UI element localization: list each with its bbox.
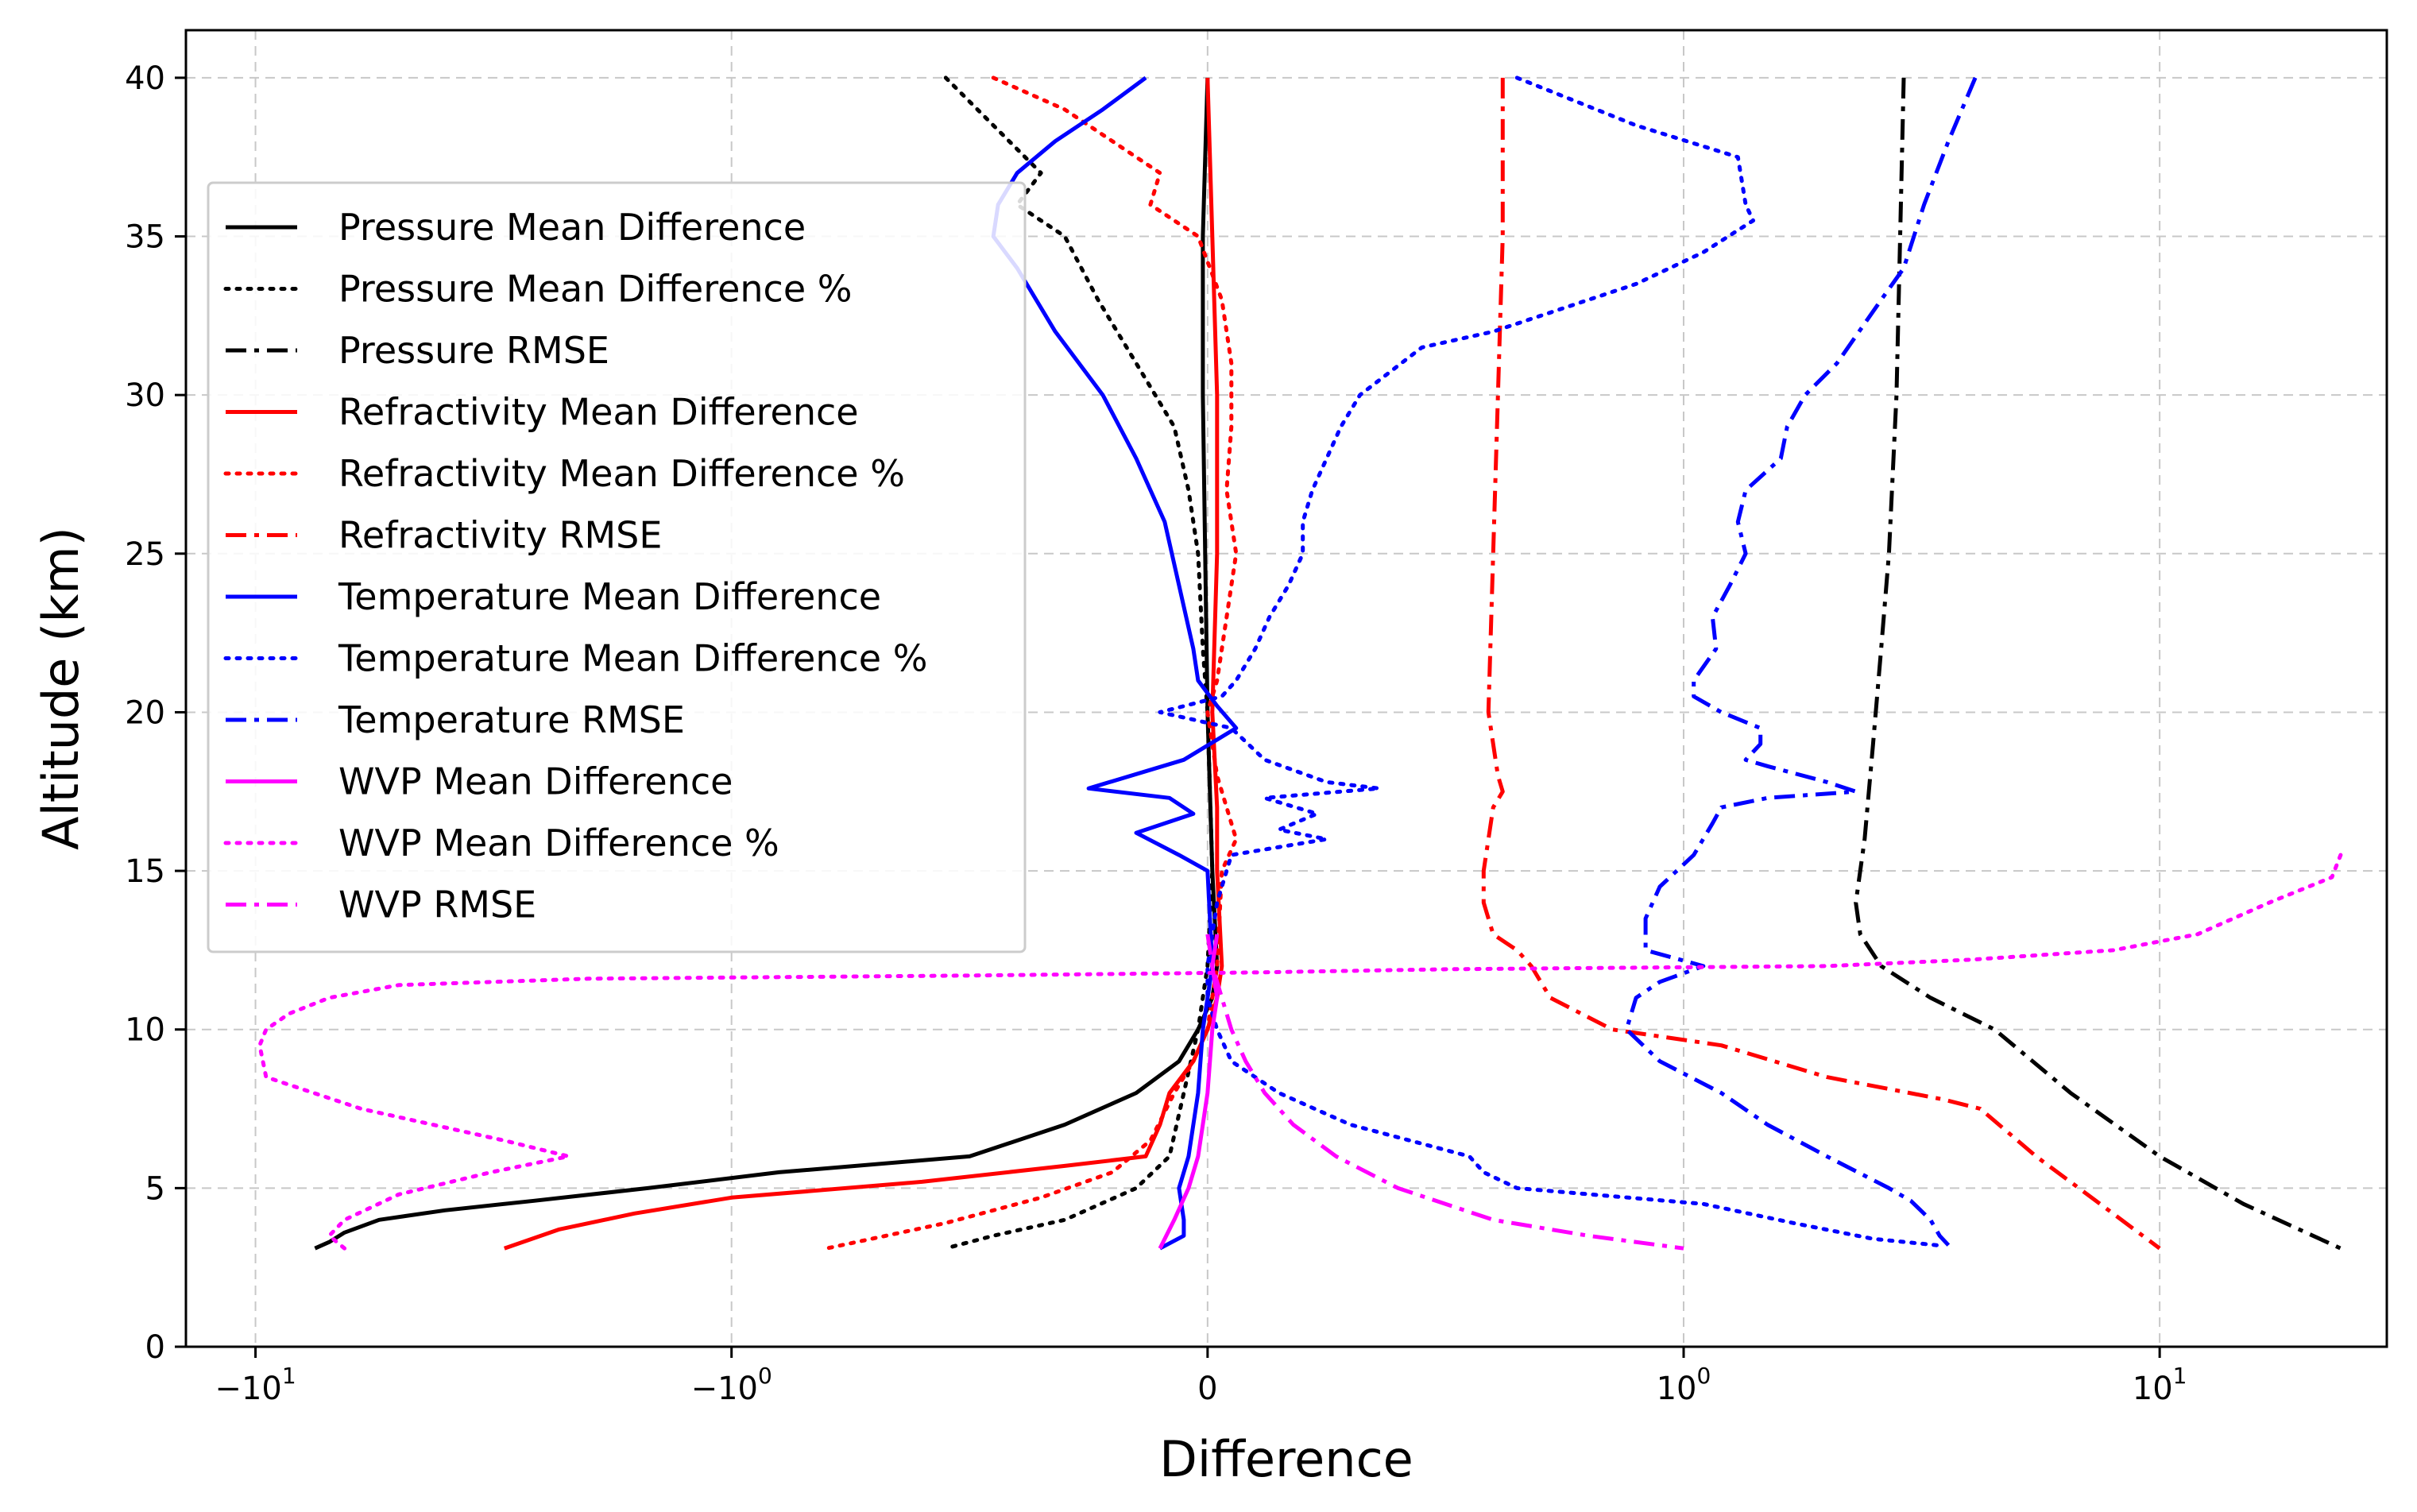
y-tick-label: 35 <box>125 219 165 256</box>
series-layer <box>257 75 2343 1251</box>
x-axis-title: Difference <box>1159 1430 1413 1488</box>
y-tick-label: 0 <box>145 1329 165 1366</box>
series-line-temperature-rmse <box>1624 76 1978 1247</box>
legend-label-temperature-mean-difference: Temperature Mean Difference <box>338 575 881 618</box>
x-tick-label: 0 <box>1197 1371 1217 1407</box>
series-line-wvp-rmse <box>1205 934 1684 1251</box>
x-axis: −101 −100 0 100 101 <box>215 1347 2187 1407</box>
legend-label-temperature-rmse: Temperature RMSE <box>338 698 685 741</box>
y-tick-label: 5 <box>145 1170 165 1207</box>
x-tick-label: −101 <box>215 1363 296 1407</box>
legend-label-refractivity-mean-difference-pct: Refractivity Mean Difference % <box>338 452 905 495</box>
series-line-temperature-mean-difference-pct <box>1158 75 1939 1247</box>
legend-label-temperature-mean-difference-pct: Temperature Mean Difference % <box>338 637 927 680</box>
series-line-refractivity-rmse <box>1481 77 2161 1251</box>
y-tick-label: 15 <box>125 853 165 890</box>
x-tick-label: 100 <box>1657 1363 1711 1407</box>
legend-label-refractivity-rmse: Refractivity RMSE <box>338 514 662 557</box>
series-line-pressure-rmse <box>1854 77 2342 1251</box>
y-tick-label: 20 <box>125 694 165 731</box>
legend-label-pressure-mean-difference-pct: Pressure Mean Difference % <box>338 268 852 311</box>
legend: Pressure Mean Difference Pressure Mean Di… <box>207 181 1027 953</box>
legend-label-wvp-mean-difference: WVP Mean Difference <box>338 760 733 803</box>
y-tick-label: 10 <box>125 1012 165 1049</box>
y-tick-label: 25 <box>125 536 165 573</box>
legend-label-refractivity-mean-difference: Refractivity Mean Difference <box>338 391 859 434</box>
y-axis-title: Altitude (km) <box>32 527 90 850</box>
x-tick-label: −100 <box>691 1363 772 1407</box>
legend-label-wvp-rmse: WVP RMSE <box>338 884 536 926</box>
plot-frame <box>184 29 2388 1348</box>
series-line-wvp-mean-difference-pct <box>257 853 2343 1251</box>
series-line-pressure-mean-difference <box>314 77 1220 1251</box>
legend-label-pressure-mean-difference: Pressure Mean Difference <box>338 206 806 249</box>
y-axis: 0 5 10 15 20 25 30 35 40 <box>125 60 186 1366</box>
series-line-pressure-mean-difference-pct <box>943 75 1215 1251</box>
y-tick-label: 40 <box>125 60 165 97</box>
x-tick-label: 101 <box>2133 1363 2187 1407</box>
y-tick-label: 30 <box>125 377 165 414</box>
legend-label-pressure-rmse: Pressure RMSE <box>338 329 609 372</box>
legend-label-wvp-mean-difference-pct: WVP Mean Difference % <box>338 822 779 864</box>
legend-box <box>207 181 1027 953</box>
series-line-refractivity-mean-difference-pct <box>825 75 1239 1251</box>
